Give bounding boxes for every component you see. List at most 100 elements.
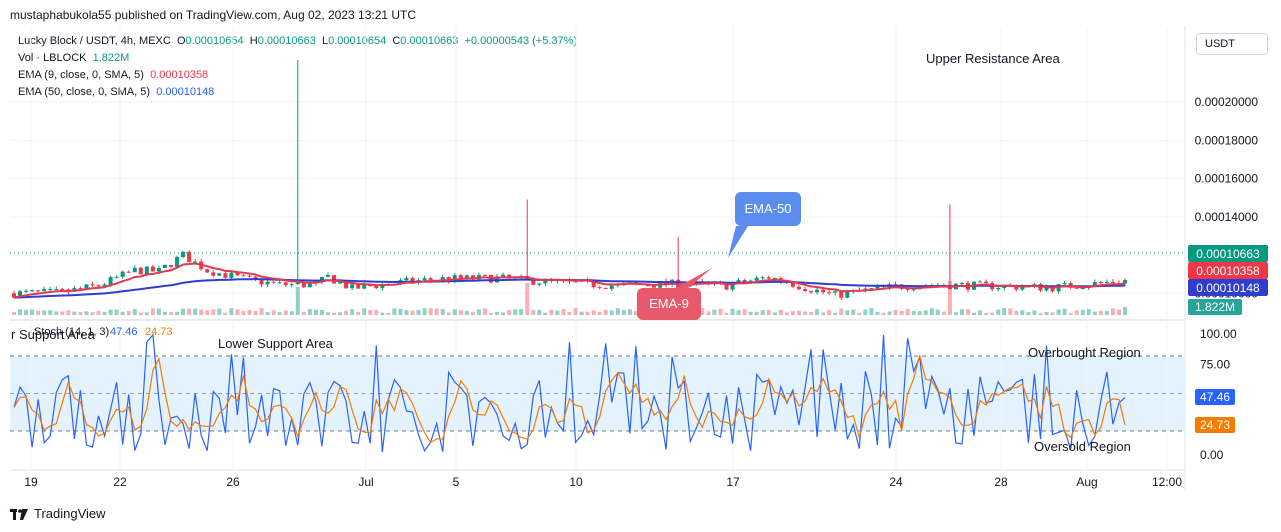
candle-body [470,275,475,280]
time-tick-label: 26 [226,475,240,489]
volume-bar [386,312,391,315]
volume-bar [809,312,814,315]
volume-bar [537,309,542,315]
candle-body [482,274,487,276]
ema50-badge-text: 0.00010148 [1196,281,1260,295]
price-tick-label: 0.00016000 [1195,172,1259,186]
candle-body [796,286,801,290]
candle-body [531,278,536,285]
candle-body [78,288,83,290]
legend-ema50-label[interactable]: EMA (50, close, 0, SMA, 5) [18,86,151,98]
candle-body [289,284,294,286]
candle-body [833,291,838,293]
ema9-badge-text: 0.00010358 [1196,264,1260,278]
candle-body [603,287,608,289]
volume-bar [706,311,711,315]
candle-body [193,261,198,263]
legend-change: +0.00000543 (+5.37%) [464,35,578,47]
volume-bar [338,312,343,315]
candle-body [42,289,47,292]
legend-l-label: L [321,35,329,47]
volume-bar [555,310,560,315]
candle-body [247,275,252,277]
volume-bar [96,310,101,315]
volume-bar [1074,310,1079,315]
volume-bar [875,311,880,315]
legend-open: 0.00010654 [185,35,244,47]
candle-body [18,291,23,298]
stoch-legend-label: Stoch (14, 1, 3) [34,326,109,338]
volume-bar [899,310,904,315]
volume-bar [827,310,832,315]
volume-bar [72,311,77,315]
volume-bar [863,309,868,315]
candle-body [1014,285,1019,290]
volume-bar [313,309,318,315]
stoch-k-line [13,333,1126,453]
volume-bar [1086,309,1091,315]
volume-bar [199,309,204,315]
volume-bar [935,309,940,315]
volume-bar [1044,311,1049,315]
candle-body [271,281,276,283]
volume-bar [332,312,337,315]
volume-bar [102,311,107,315]
volume-bar [1116,309,1121,315]
currency-button[interactable]: USDT [1196,33,1268,55]
volume-bar [368,309,373,315]
close-price-badge: 0.00010663 [1188,245,1268,262]
legend-h-label: H [249,35,258,47]
candle-body [1080,287,1085,289]
volume-bar [1056,309,1061,315]
volume-bar [319,309,324,315]
candle-body [259,278,264,285]
tradingview-logo-icon [10,508,28,520]
candle-body [102,284,107,287]
legend-ema9-label[interactable]: EMA (9, close, 0, SMA, 5) [18,69,144,81]
volume-bar [1032,310,1037,315]
legend-vol-label[interactable]: Vol · LBLOCK [18,52,87,64]
candle-body [132,267,137,273]
volume-bar [452,309,457,315]
volume-bar [966,309,971,315]
volume-bar [917,311,922,315]
candle-body [223,273,228,278]
candle-body [507,274,512,278]
stoch-d-badge: 24.73 [1195,417,1235,433]
volume-bar [905,308,910,315]
volume-bar [887,311,892,315]
candle-body [440,277,445,281]
volume-bar [621,309,626,315]
volume-bar [150,308,155,315]
candle-body [1050,287,1055,292]
volume-bar [784,312,789,315]
volume-bar [990,312,995,315]
volume-bar [585,311,590,315]
legend-symbol[interactable]: Lucky Block / USDT, 4h, MEXC [18,35,171,47]
volume-bar [573,308,578,315]
candle-body [760,277,765,279]
volume-bar [996,309,1001,315]
volume-bar [1110,308,1115,315]
footer[interactable]: TradingView [10,506,106,521]
volume-bar [428,308,433,315]
volume-bar [325,312,330,315]
candle-body [30,290,35,292]
legend-c-label: C [392,35,401,47]
volume-bar [217,308,222,315]
volume-bar [289,311,294,315]
volume-bar [972,312,977,315]
lower-support-label: Lower Support Area [218,336,334,351]
ema9-badge: 0.00010358 [1188,262,1268,279]
volume-bar [458,310,463,315]
volume-bar [984,312,989,315]
volume-bar [778,309,783,315]
volume-bar [1092,311,1097,315]
volume-bar [821,312,826,315]
candle-body [1123,280,1127,284]
volume-bar [350,309,355,315]
volume-bar [947,281,952,315]
volume-bar [851,309,856,315]
candle-body [875,286,880,289]
